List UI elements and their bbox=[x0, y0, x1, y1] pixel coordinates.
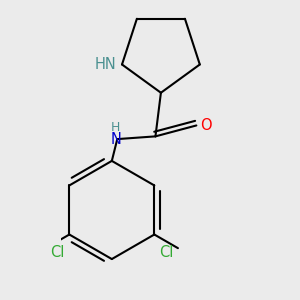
Text: H: H bbox=[111, 121, 121, 134]
Text: Cl: Cl bbox=[50, 245, 64, 260]
Text: HN: HN bbox=[95, 57, 117, 72]
Text: O: O bbox=[200, 118, 212, 133]
Text: N: N bbox=[110, 132, 122, 147]
Text: Cl: Cl bbox=[160, 245, 174, 260]
